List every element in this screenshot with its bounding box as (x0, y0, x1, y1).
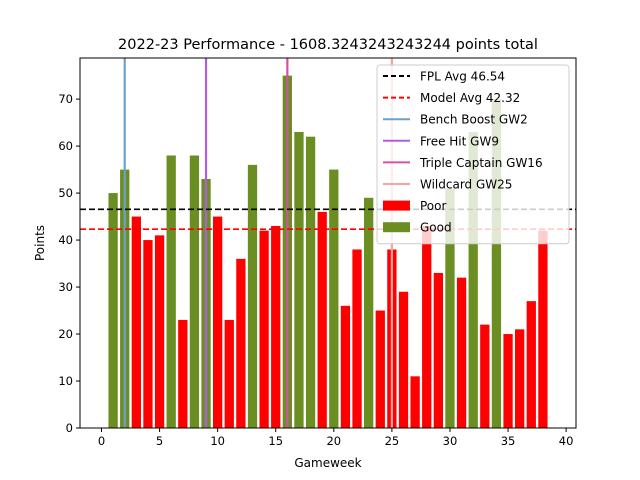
chip-lines-layer (123, 58, 393, 428)
bar-poor-gw22 (352, 249, 362, 428)
legend-label: Wildcard GW25 (420, 178, 512, 192)
bar-poor-gw21 (340, 305, 351, 428)
bar-good-gw30 (445, 188, 455, 428)
average-lines-layer (80, 208, 576, 230)
bar-poor-gw38 (538, 230, 548, 428)
bar-poor-gw5 (154, 235, 165, 428)
bar-poor-gw29 (433, 272, 443, 428)
bar-good-gw6 (166, 155, 176, 428)
y-tick-label: 70 (58, 92, 73, 106)
y-tick-label: 60 (58, 139, 73, 153)
legend-label: Poor (420, 199, 446, 213)
bar-good-gw32 (468, 132, 478, 428)
bar-poor-gw15 (271, 225, 281, 428)
bar-poor-gw10 (213, 216, 223, 428)
x-tick-label: 30 (443, 434, 458, 448)
legend-label: Bench Boost GW2 (420, 113, 528, 127)
y-tick-label: 0 (66, 421, 73, 435)
legend: FPL Avg 46.54 Model Avg 42.32 Bench Boost … (376, 64, 570, 245)
x-axis-ticks: 0 5 10 15 20 25 30 35 40 (98, 428, 574, 448)
bar-poor-gw7 (178, 319, 188, 428)
bar-poor-gw28 (422, 225, 432, 428)
bar-poor-gw4 (143, 240, 153, 428)
bar-good-gw34 (491, 99, 502, 428)
bar-poor-gw33 (480, 324, 490, 428)
bar-poor-gw24 (375, 310, 385, 428)
plot-frame (79, 57, 577, 429)
y-axis-ticks: 0 10 20 30 40 50 60 70 (58, 92, 80, 435)
bar-poor-gw26 (398, 291, 409, 428)
legend-swatch (383, 222, 410, 233)
y-tick-label: 30 (58, 280, 73, 294)
y-tick-label: 10 (58, 374, 73, 388)
legend-label: FPL Avg 46.54 (420, 70, 505, 84)
bar-good-gw20 (329, 169, 339, 429)
x-tick-label: 15 (268, 434, 283, 448)
bar-good-gw8 (189, 155, 200, 428)
bar-poor-gw3 (131, 216, 141, 428)
bar-poor-gw27 (410, 376, 420, 428)
bar-poor-gw19 (317, 211, 327, 428)
bar-poor-gw14 (259, 230, 269, 428)
legend-label: Model Avg 42.32 (420, 91, 520, 105)
y-tick-label: 20 (58, 327, 73, 341)
bar-good-gw18 (305, 136, 316, 428)
legend-label: Good (420, 221, 452, 235)
bar-good-gw13 (247, 164, 258, 428)
bar-poor-gw11 (224, 319, 234, 428)
x-tick-label: 5 (156, 434, 163, 448)
x-tick-label: 35 (501, 434, 516, 448)
chart-title: 2022-23 Performance - 1608.3243243243244… (118, 37, 538, 53)
bar-poor-gw12 (236, 258, 246, 428)
y-tick-label: 50 (58, 186, 73, 200)
bar-good-gw23 (364, 197, 374, 428)
legend-frame (376, 64, 570, 245)
bar-good-gw1 (108, 193, 118, 428)
x-tick-label: 10 (210, 434, 225, 448)
x-tick-label: 40 (559, 434, 574, 448)
bar-good-gw17 (294, 132, 304, 428)
x-tick-label: 25 (385, 434, 400, 448)
bar-poor-gw36 (515, 329, 525, 428)
legend-label: Free Hit GW9 (420, 134, 499, 148)
legend-label: Triple Captain GW16 (419, 156, 543, 170)
x-tick-label: 20 (326, 434, 341, 448)
y-tick-label: 40 (58, 233, 73, 247)
y-axis-label: Points (33, 225, 47, 261)
x-axis-label: Gameweek (294, 456, 361, 470)
bar-poor-gw37 (526, 301, 536, 428)
bar-poor-gw31 (456, 277, 467, 428)
x-tick-label: 0 (98, 434, 105, 448)
legend-swatch (383, 200, 410, 211)
bar-poor-gw35 (503, 334, 513, 428)
